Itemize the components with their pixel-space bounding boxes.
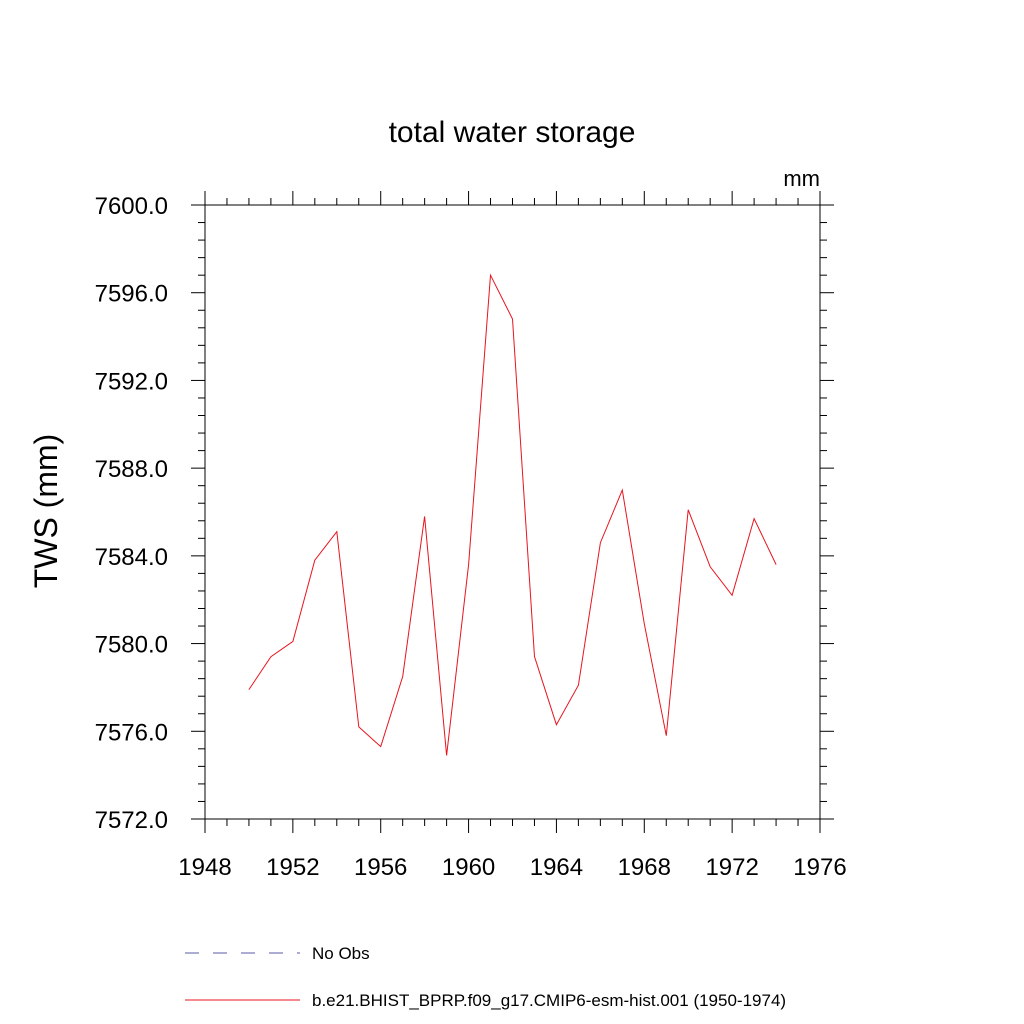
- legend: No Obs b.e21.BHIST_BPRP.f09_g17.CMIP6-esm…: [185, 944, 786, 1010]
- y-tick-label: 7592.0: [95, 368, 168, 395]
- plot-frame: [204, 204, 821, 820]
- y-tick-label: 7596.0: [95, 281, 168, 308]
- series-line: [248, 273, 777, 756]
- y-tick-label: 7576.0: [95, 719, 168, 746]
- x-tick-label: 1952: [266, 854, 319, 881]
- x-tick-label: 1948: [178, 854, 231, 881]
- y-axis-label: TWS (mm): [28, 434, 64, 589]
- x-tick-label: 1960: [442, 854, 495, 881]
- legend-label: No Obs: [312, 944, 370, 963]
- axis-tick-labels: 1948 1952 1956 1960 1964 1968 1972 1976 7572.0 75…: [95, 193, 847, 881]
- legend-label: b.e21.BHIST_BPRP.f09_g17.CMIP6-esm-hist.…: [312, 991, 786, 1010]
- x-tick-label: 1976: [793, 854, 846, 881]
- x-tick-label: 1972: [705, 854, 758, 881]
- series-layer: [248, 273, 777, 756]
- chart-title: total water storage: [389, 116, 636, 149]
- y-tick-label: 7588.0: [95, 456, 168, 483]
- x-tick-label: 1956: [354, 854, 407, 881]
- x-tick-label: 1968: [618, 854, 671, 881]
- units-label: mm: [783, 166, 820, 191]
- y-tick-label: 7584.0: [95, 544, 168, 571]
- x-tick-label: 1964: [530, 854, 583, 881]
- axis-ticks: [191, 191, 834, 833]
- y-tick-label: 7572.0: [95, 807, 168, 834]
- y-tick-label: 7600.0: [95, 193, 168, 220]
- y-tick-label: 7580.0: [95, 632, 168, 659]
